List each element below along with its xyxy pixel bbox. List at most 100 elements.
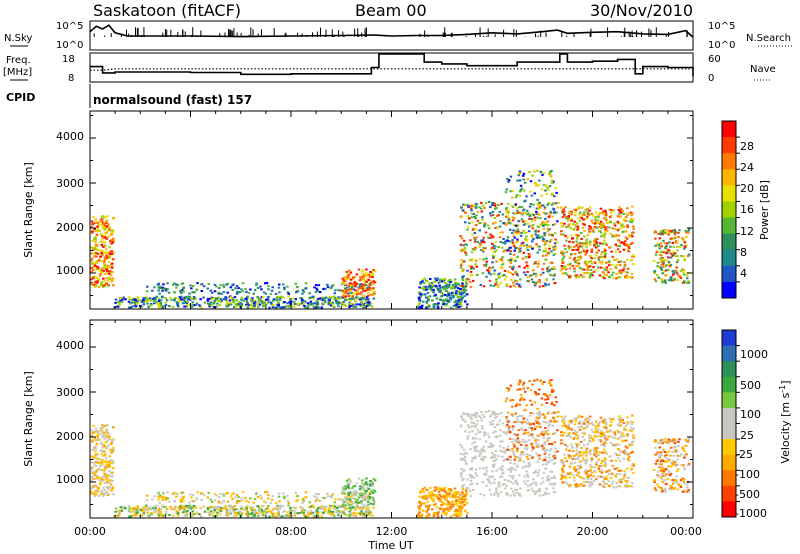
power-echo [522,223,526,226]
power-echo [308,297,311,300]
power-echo [570,234,573,237]
velocity-echo [503,483,506,486]
power-echo [155,301,158,304]
velocity-echo [94,457,98,460]
velocity-echo [311,511,314,514]
power-echo [687,281,691,284]
velocity-echo [90,429,94,432]
velocity-echo [225,509,229,512]
power-echo [624,240,627,243]
power-echo [469,267,473,270]
power-echo [610,274,614,277]
power-echo [536,245,540,248]
power-echo [506,214,509,217]
power-echo [260,296,264,299]
power-echo [578,205,581,208]
power-echo [131,298,134,301]
velocity-echo [449,505,452,508]
power-echo [521,213,524,216]
velocity-echo [250,508,253,511]
power-echo [546,220,550,223]
velocity-echo [344,489,347,492]
velocity-echo [151,498,154,501]
velocity-echo [459,497,462,499]
velocity-echo [506,492,509,495]
velocity-echo [463,495,467,498]
power-echo [553,253,557,255]
power-echo [465,280,468,283]
power-echo [287,305,291,307]
velocity-echo [416,513,420,516]
velocity-echo [136,505,140,508]
power-echo [682,273,686,276]
power-echo [598,261,602,264]
velocity-echo [253,498,257,501]
velocity-echo [500,411,503,414]
power-echo [459,284,462,287]
velocity-echo [501,468,504,471]
velocity-echo [483,473,486,476]
velocity-echo [360,492,363,495]
velocity-echo [451,492,455,495]
velocity-echo [453,487,457,490]
power-echo [550,261,554,264]
power-echo [173,298,176,301]
velocity-echo [461,501,465,504]
power-echo [454,281,457,284]
velocity-echo [539,482,543,485]
velocity-echo [291,514,294,517]
power-echo [256,296,259,299]
power-echo [349,303,353,306]
power-echo [367,279,371,281]
power-echo [164,297,167,300]
power-echo [295,291,298,294]
power-echo [366,288,369,291]
power-echo [532,214,536,216]
power-echo [505,284,509,287]
power-echo [516,255,519,258]
power-echo [529,180,533,183]
power-echo [153,302,156,305]
velocity-echo [91,466,94,469]
velocity-echo [476,428,480,431]
power-echo [497,275,500,278]
velocity-echo [286,511,289,514]
velocity-echo [111,486,115,489]
velocity-echo [469,483,472,486]
velocity-echo [530,444,533,447]
velocity-echo [464,494,468,497]
velocity-echo [349,507,353,510]
velocity-echo [475,423,478,426]
power-echo [683,245,687,248]
power-echo [143,297,147,299]
velocity-echo [136,510,140,513]
power-echo [489,205,492,208]
power-echo [654,244,657,247]
velocity-echo [324,496,327,499]
power-echo [365,298,369,301]
power-echo [585,271,589,274]
power-echo [335,302,338,305]
power-echo [668,265,672,268]
power-echo [585,251,588,254]
power-echo [482,249,485,252]
velocity-echo [293,514,297,517]
power-echo [553,202,556,205]
power-echo [304,282,308,285]
power-echo [622,225,626,228]
power-echo [577,259,580,261]
velocity-echo [488,488,492,491]
power-echo [321,299,324,301]
power-echo [444,304,448,307]
velocity-echo [107,479,110,482]
power-echo [537,230,540,233]
velocity-echo [264,501,268,504]
power-echo [90,252,93,255]
power-echo [594,269,598,272]
power-echo [568,210,571,213]
velocity-echo [522,438,525,441]
power-echo [343,283,346,286]
velocity-echo [465,491,468,494]
velocity-echo [312,515,316,518]
velocity-echo [433,489,436,492]
